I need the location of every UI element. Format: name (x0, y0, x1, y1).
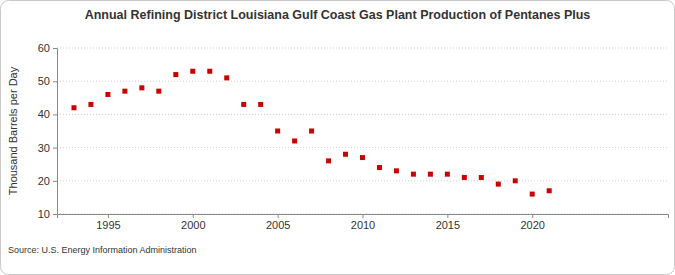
y-tick: 60 (38, 42, 57, 54)
x-tick-mark (108, 214, 109, 218)
y-tick-label: 10 (38, 208, 50, 220)
x-tick-label: 2010 (351, 219, 375, 231)
x-tick-label: 2005 (266, 219, 290, 231)
x-tick: 2015 (436, 214, 460, 231)
x-tick-mark (363, 214, 364, 218)
point (496, 182, 501, 187)
x-tick-mark (447, 214, 448, 218)
point (411, 172, 416, 177)
point (513, 178, 518, 183)
y-tick-label: 30 (38, 142, 50, 154)
x-tick: 2000 (181, 214, 205, 231)
y-tick-mark (53, 81, 57, 82)
points (71, 69, 551, 197)
y-tick: 30 (38, 142, 57, 154)
point (139, 85, 144, 90)
x-axis-line (58, 215, 669, 219)
point (105, 92, 110, 97)
source: Source: U.S. Energy Information Administ… (8, 245, 197, 255)
point (428, 172, 433, 177)
x-tick-mark (532, 214, 533, 218)
y-tick: 10 (38, 208, 57, 220)
y-tick-mark (53, 148, 57, 149)
point (122, 89, 127, 94)
y-tick-label: 40 (38, 108, 50, 120)
x-tick-mark (278, 214, 279, 218)
y-tick: 40 (38, 108, 57, 120)
grid-line (57, 114, 668, 115)
y-tick-mark (53, 48, 57, 49)
y-tick-mark (53, 181, 57, 182)
point (309, 129, 314, 134)
point (275, 129, 280, 134)
grid-line (57, 48, 668, 49)
point (462, 175, 467, 180)
y-axis: 10 20 30 40 50 60 (38, 42, 58, 220)
point (241, 102, 246, 107)
point (530, 192, 535, 197)
grid (57, 48, 668, 214)
y-tick: 20 (38, 175, 57, 187)
x-tick-label: 1995 (96, 219, 120, 231)
x-tick-label: 2020 (520, 219, 544, 231)
point (173, 72, 178, 77)
point (190, 69, 195, 74)
point (343, 152, 348, 157)
point (326, 158, 331, 163)
x-tick: 2005 (266, 214, 290, 231)
grid-line (57, 180, 668, 181)
frame (1, 1, 675, 275)
point (360, 155, 365, 160)
point (547, 188, 552, 193)
x-tick: 2020 (520, 214, 544, 231)
point (292, 138, 297, 143)
point (207, 69, 212, 74)
grid-line (57, 81, 668, 82)
y-tick: 50 (38, 75, 57, 87)
chart: 1995 2000 2005 2010 2015 2020 10 20 30 40 50 60 Annu… (0, 0, 675, 275)
point (224, 75, 229, 80)
point (479, 175, 484, 180)
point (377, 165, 382, 170)
point (156, 89, 161, 94)
y-tick-label: 60 (38, 42, 50, 54)
point (258, 102, 263, 107)
y-axis-title: Thousand Barrels per Day (7, 66, 19, 195)
x-tick-label: 2000 (181, 219, 205, 231)
y-tick-mark (53, 214, 57, 215)
title: Annual Refining District Louisiana Gulf … (85, 8, 591, 22)
point (88, 102, 93, 107)
x-tick-label: 2015 (436, 219, 460, 231)
point (394, 168, 399, 173)
point (71, 105, 76, 110)
x-axis: 1995 2000 2005 2010 2015 2020 (58, 214, 669, 231)
x-tick: 1995 (96, 214, 120, 231)
y-tick-mark (53, 114, 57, 115)
x-tick-mark (193, 214, 194, 218)
x-tick: 2010 (351, 214, 375, 231)
y-tick-label: 50 (38, 75, 50, 87)
point (445, 172, 450, 177)
y-tick-label: 20 (38, 175, 50, 187)
grid-line (57, 147, 668, 148)
y-axis-line (53, 49, 58, 215)
